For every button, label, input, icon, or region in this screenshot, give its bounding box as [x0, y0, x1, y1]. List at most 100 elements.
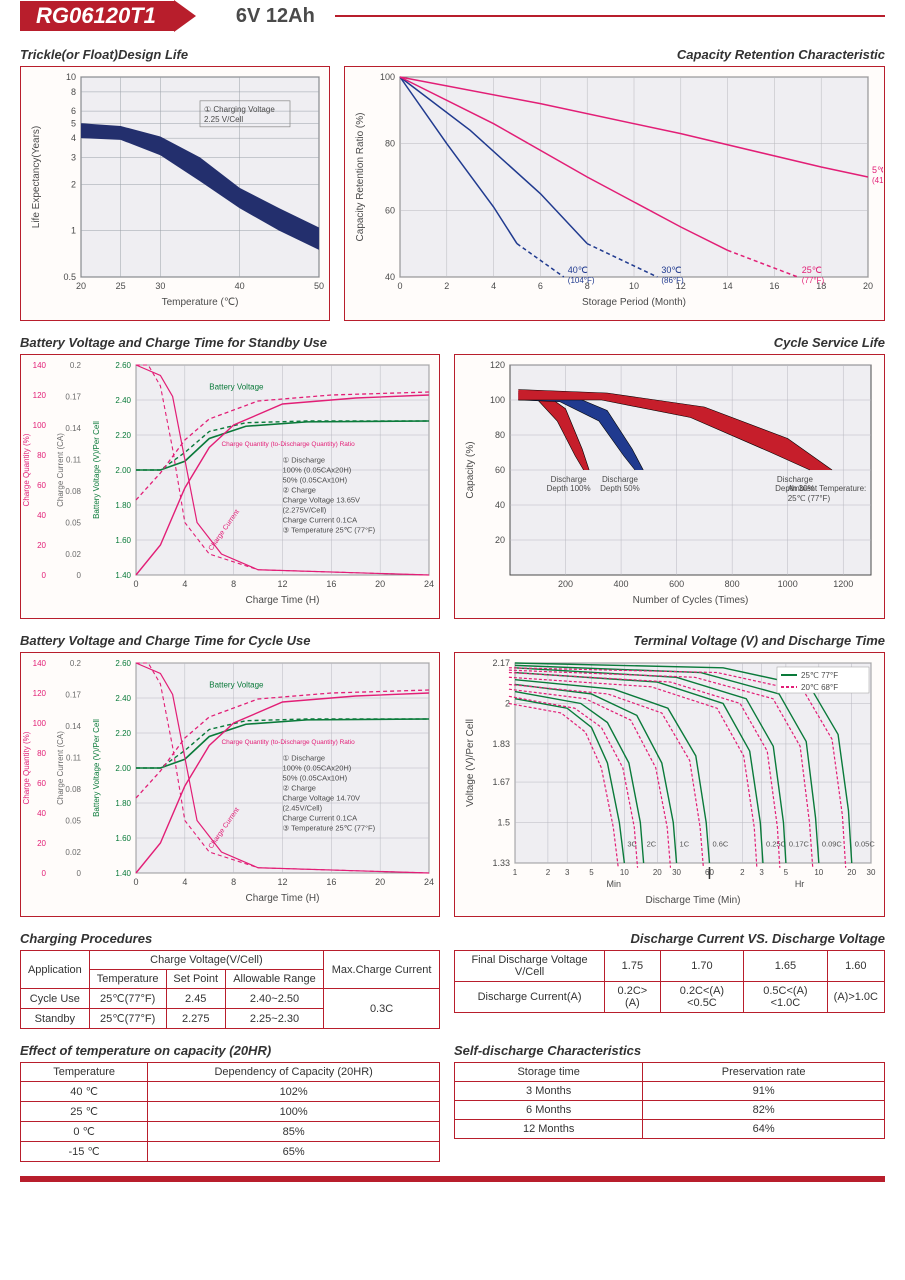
svg-text:600: 600	[669, 579, 684, 589]
chart5-panel: 0481216202402040608010012014000.020.050.…	[20, 652, 440, 917]
svg-text:Charge Current 0.1CA: Charge Current 0.1CA	[283, 516, 358, 525]
svg-text:3: 3	[759, 868, 764, 877]
svg-text:100% (0.05CAx20H): 100% (0.05CAx20H)	[283, 466, 352, 475]
svg-text:80: 80	[385, 139, 395, 149]
svg-text:120: 120	[33, 689, 47, 698]
svg-text:Charge Quantity (%): Charge Quantity (%)	[22, 433, 31, 506]
svg-text:Charge Current 0.1CA: Charge Current 0.1CA	[283, 814, 358, 823]
svg-text:4: 4	[182, 579, 187, 589]
svg-text:Discharge: Discharge	[551, 475, 588, 484]
svg-text:(41°F): (41°F)	[872, 176, 883, 185]
svg-text:8: 8	[231, 877, 236, 887]
chart5-title: Battery Voltage and Charge Time for Cycl…	[20, 633, 440, 648]
svg-text:1: 1	[513, 868, 518, 877]
svg-text:1.67: 1.67	[492, 777, 510, 787]
svg-text:20: 20	[37, 839, 46, 848]
svg-text:3: 3	[71, 152, 76, 162]
svg-text:100: 100	[33, 421, 47, 430]
svg-text:2.25 V/Cell: 2.25 V/Cell	[204, 115, 243, 124]
model-triangle	[174, 0, 196, 32]
svg-text:12: 12	[277, 579, 287, 589]
svg-text:5: 5	[784, 868, 789, 877]
svg-text:200: 200	[558, 579, 573, 589]
svg-text:0: 0	[42, 869, 47, 878]
table3-title: Effect of temperature on capacity (20HR)	[20, 1043, 440, 1058]
chart4-panel: 2004006008001000120020406080100120Discha…	[454, 354, 885, 619]
svg-text:20: 20	[375, 579, 385, 589]
svg-text:0.2: 0.2	[70, 659, 82, 668]
svg-text:0.09C: 0.09C	[822, 839, 843, 848]
svg-text:14: 14	[723, 281, 733, 291]
svg-text:Charge Current (CA): Charge Current (CA)	[56, 731, 65, 805]
svg-text:20: 20	[495, 535, 505, 545]
svg-text:4: 4	[491, 281, 496, 291]
svg-text:60: 60	[37, 779, 46, 788]
svg-text:5: 5	[589, 868, 594, 877]
svg-text:100% (0.05CAx20H): 100% (0.05CAx20H)	[283, 764, 352, 773]
svg-text:2.60: 2.60	[115, 659, 131, 668]
svg-text:50: 50	[314, 281, 324, 291]
svg-text:30: 30	[155, 281, 165, 291]
svg-text:Battery Voltage: Battery Voltage	[209, 383, 264, 392]
svg-text:0.6C: 0.6C	[712, 839, 728, 848]
svg-text:40: 40	[235, 281, 245, 291]
svg-text:0.2: 0.2	[70, 361, 82, 370]
svg-text:0.17C: 0.17C	[789, 839, 810, 848]
svg-text:(2.45V/Cell): (2.45V/Cell)	[283, 804, 323, 813]
svg-text:③ Temperature 25℃ (77°F): ③ Temperature 25℃ (77°F)	[283, 824, 376, 833]
svg-text:20: 20	[653, 868, 662, 877]
svg-text:5: 5	[71, 118, 76, 128]
svg-text:① Discharge: ① Discharge	[283, 456, 326, 465]
svg-text:1.5: 1.5	[497, 818, 510, 828]
svg-text:120: 120	[490, 360, 505, 370]
svg-text:0.05: 0.05	[65, 817, 81, 826]
svg-text:120: 120	[33, 391, 47, 400]
svg-text:③ Temperature 25℃ (77°F): ③ Temperature 25℃ (77°F)	[283, 526, 376, 535]
svg-text:1: 1	[71, 226, 76, 236]
svg-text:0.14: 0.14	[65, 722, 81, 731]
svg-text:20: 20	[847, 868, 856, 877]
svg-text:Ambient Temperature:: Ambient Temperature:	[788, 484, 867, 493]
svg-text:2.17: 2.17	[492, 658, 510, 668]
svg-text:0.08: 0.08	[65, 487, 81, 496]
svg-text:30: 30	[867, 868, 876, 877]
svg-text:24: 24	[424, 579, 434, 589]
svg-text:50% (0.05CAx10H): 50% (0.05CAx10H)	[283, 476, 348, 485]
svg-text:1.40: 1.40	[115, 571, 131, 580]
svg-text:0.14: 0.14	[65, 424, 81, 433]
svg-text:60: 60	[495, 465, 505, 475]
svg-text:10: 10	[629, 281, 639, 291]
svg-text:25: 25	[116, 281, 126, 291]
svg-text:2.40: 2.40	[115, 396, 131, 405]
svg-text:140: 140	[33, 659, 47, 668]
svg-text:16: 16	[326, 579, 336, 589]
footer-rule	[20, 1176, 885, 1182]
svg-text:4: 4	[182, 877, 187, 887]
svg-text:0.08: 0.08	[65, 785, 81, 794]
svg-text:40: 40	[37, 511, 46, 520]
svg-text:10: 10	[620, 868, 629, 877]
svg-text:0.05: 0.05	[65, 519, 81, 528]
svg-text:1.60: 1.60	[115, 536, 131, 545]
chart6-panel: 1.331.51.671.8322.1712351020306023510203…	[454, 652, 885, 917]
svg-text:25℃: 25℃	[802, 265, 822, 275]
svg-text:0.5: 0.5	[63, 272, 76, 282]
svg-text:0: 0	[133, 579, 138, 589]
chart1-title: Trickle(or Float)Design Life	[20, 47, 330, 62]
model-band: RG06120T1	[20, 0, 196, 32]
header: RG06120T1 6V 12Ah	[20, 0, 885, 32]
discharge-voltage-table: Final Discharge Voltage V/Cell1.751.701.…	[454, 950, 885, 1013]
svg-text:10: 10	[814, 868, 823, 877]
svg-text:8: 8	[231, 579, 236, 589]
svg-text:2.60: 2.60	[115, 361, 131, 370]
svg-text:Depth 50%: Depth 50%	[600, 484, 640, 493]
svg-text:2: 2	[740, 868, 745, 877]
svg-text:50% (0.05CAx10H): 50% (0.05CAx10H)	[283, 774, 348, 783]
svg-text:0.11: 0.11	[66, 456, 82, 465]
svg-text:0.02: 0.02	[65, 848, 81, 857]
svg-text:20: 20	[76, 281, 86, 291]
svg-text:Capacity (%): Capacity (%)	[465, 441, 476, 498]
temp-capacity-table: TemperatureDependency of Capacity (20HR)…	[20, 1062, 440, 1162]
svg-text:① Charging Voltage: ① Charging Voltage	[204, 105, 275, 114]
chart3-title: Battery Voltage and Charge Time for Stan…	[20, 335, 440, 350]
